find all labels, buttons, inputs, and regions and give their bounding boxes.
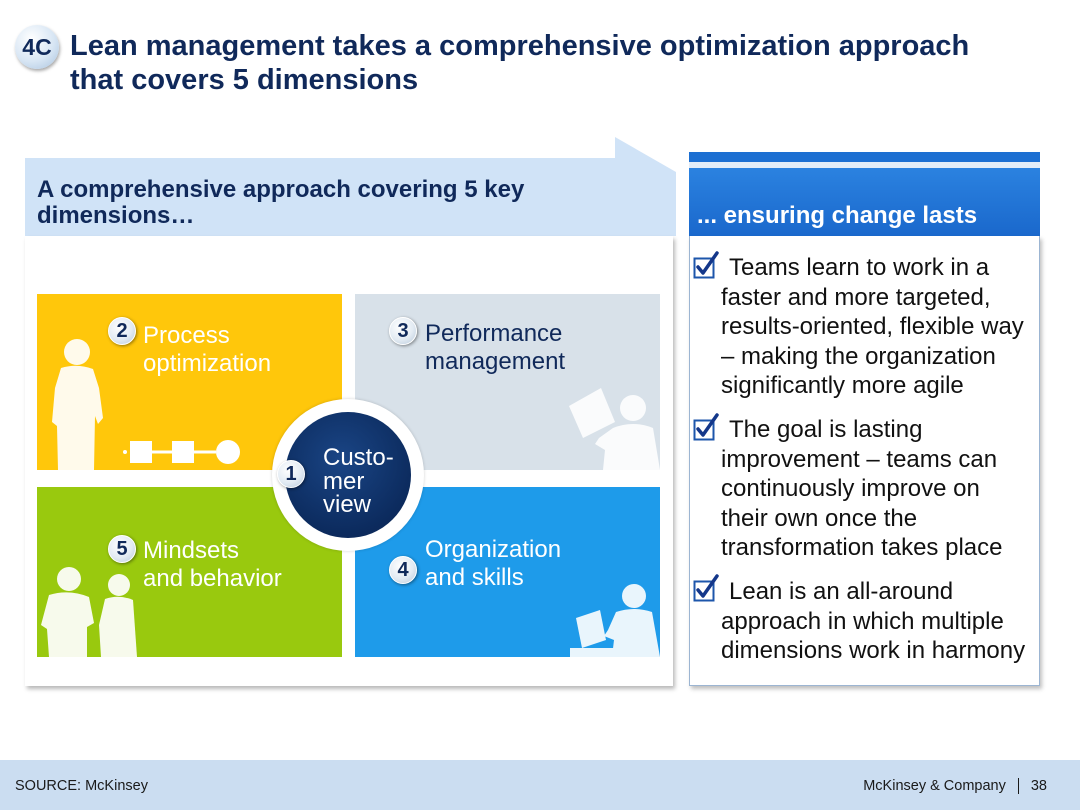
page-number: 38 [1030,778,1047,794]
dimension-label-line: and skills [425,563,524,591]
laptop-user-icon [569,388,660,470]
person-silhouette-icon [52,339,103,470]
left-header-line: A comprehensive approach covering 5 key [37,176,525,203]
dimension-number-badge: 3 [389,317,417,345]
slide-title-line: that covers 5 dimensions [70,64,419,96]
checklist-line: results-oriented, flexible way [721,313,1024,341]
checkbox-checked-icon [693,251,719,279]
right-panel-top-strip [689,152,1040,162]
dimension-label: Organization and skills [425,536,561,591]
slide-title-line: Lean management takes a comprehensive op… [70,30,970,62]
checklist-line: Lean is an all-around [729,578,954,606]
dimension-label-line: Performance [425,320,563,347]
dimension-label-line: management [425,348,566,375]
section-badge: 4C [15,25,59,69]
dimension-label: Mindsets and behavior [143,537,282,592]
dimension-label: Performance management [425,320,565,376]
dimension-number-badge: 4 [389,556,417,584]
dimension-label-line: and behavior [143,564,282,592]
checklist-line: continuously improve on [721,475,980,503]
right-panel-header-text: ... ensuring change lasts [697,202,978,229]
checklist-line: dimensions work in harmony [721,637,1026,665]
center-label-line: Custo- [323,444,394,471]
dimension-label-line: Organization [425,536,562,563]
center-label-line: view [323,491,372,518]
checklist-line: improvement – teams can [721,445,998,473]
dimension-number-badge: 2 [108,317,136,345]
process-flow-icon [123,440,240,464]
dimension-label-line: optimization [143,350,272,377]
quadrant-performance-management: 3 Performance management [355,294,660,470]
dimension-label-line: Process [143,322,230,349]
slide-title: Lean management takes a comprehensive op… [70,29,969,97]
center-label-line: mer [323,467,365,495]
checklist-line: – making the organization [721,342,996,370]
checklist-line: The goal is lasting [729,416,923,444]
checklist-line: Teams learn to work in a [729,254,990,282]
two-people-icon [41,567,137,657]
center-circle [285,412,411,538]
checklist-line: faster and more targeted, [721,283,991,311]
quadrant-process-optimization: 2 Process optimization [37,294,342,470]
checklist-line: transformation takes place [721,534,1003,562]
footer-branding: McKinsey & Company 38 [863,777,1047,795]
arrow-band-shape [25,137,676,236]
checklist-item: The goal is lasting improvement – teams … [721,415,1002,563]
checkbox-checked-icon [693,574,719,602]
checkbox-checked-icon [693,413,719,441]
center-number-badge: 1 [277,460,305,488]
checklist-line: their own once the [721,504,918,532]
footer-company: McKinsey & Company [863,778,1006,794]
left-header-line: dimensions… [37,202,195,229]
footer-band [0,760,1080,810]
checklist-item: Lean is an all-around approach in which … [721,577,1025,666]
right-panel-header: ... ensuring change lasts [689,168,1040,236]
right-panel-body [689,236,1040,686]
checklist-line: approach in which multiple [721,607,1004,635]
right-panel-top-gap [689,162,1040,168]
dimension-label-line: Mindsets [143,537,240,564]
checklist-line: significantly more agile [721,372,964,400]
dimension-number-badge: 5 [108,535,136,563]
footer-source: SOURCE: McKinsey [15,778,148,794]
left-panel-header: A comprehensive approach covering 5 key … [37,177,524,229]
footer-divider [1017,778,1019,794]
center-label: Custo- mer view [323,446,394,517]
checklist-item: Teams learn to work in a faster and more… [721,253,1024,401]
dimension-label: Process optimization [143,322,271,378]
desk-worker-icon [570,584,660,657]
left-panel-arrow-band [25,137,676,236]
